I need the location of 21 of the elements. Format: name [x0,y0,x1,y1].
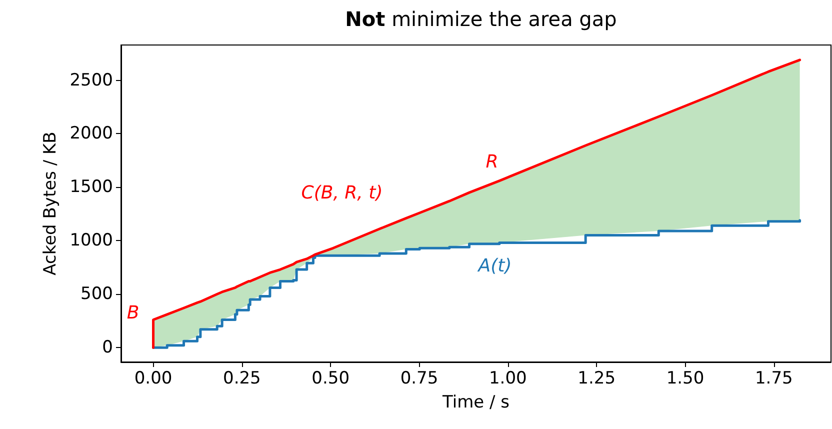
x-tick-label: 1.75 [754,368,793,388]
y-tick-label: 2000 [70,124,113,144]
x-tick-label: 1.00 [488,368,527,388]
annotation: C(B, R, t) [301,182,383,204]
y-tick-label: 1000 [70,230,113,251]
x-tick-label: 1.25 [578,368,616,388]
x-tick-label: 0.50 [312,368,350,388]
y-tick-label: 1500 [70,177,113,198]
x-tick-label: 1.50 [666,368,704,388]
chart-title: Not minimize the area gap [345,7,617,31]
x-tick-label: 0.25 [223,368,261,388]
x-tick-label: 0.75 [400,368,438,388]
x-tick-label: 0.00 [134,368,172,388]
annotation: A(t) [477,256,512,276]
y-tick-label: 0 [102,338,113,358]
annotation: R [486,152,498,172]
y-tick-label: 2500 [70,70,113,90]
x-axis-title: Time / s [442,392,510,412]
annotation: B [126,302,140,324]
y-axis-title: Acked Bytes / KB [40,132,60,276]
y-tick-label: 500 [80,284,113,304]
